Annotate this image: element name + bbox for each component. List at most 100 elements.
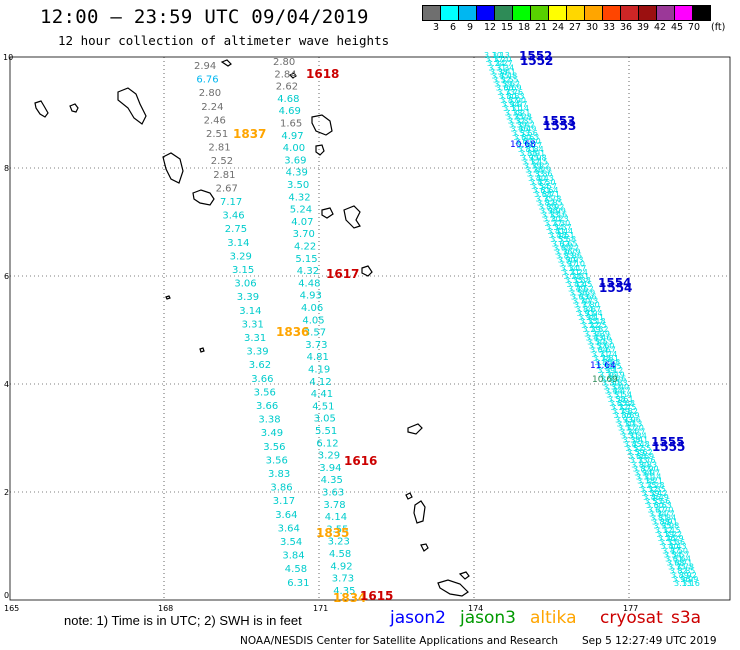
swh-dense-value: 3.76 <box>505 88 523 97</box>
orbit-label: 1835 <box>316 526 349 540</box>
swh-dense-value: 3.61 <box>616 395 634 404</box>
swh-dense-value: 3.15 <box>663 526 681 535</box>
swh-dense-value: 3.83 <box>639 460 657 469</box>
x-tick-label: 174 <box>468 604 483 613</box>
swh-value: 3.62 <box>249 360 271 371</box>
swh-value: 1.65 <box>280 119 302 130</box>
swh-dense-value: 3.69 <box>636 452 654 461</box>
island-outline <box>162 152 184 184</box>
swh-dense-value: 3.51 <box>606 391 624 400</box>
swh-dense-value: 3.83 <box>507 92 525 101</box>
swh-dense-value: 3.94 <box>502 100 520 109</box>
swh-dense-value: 3.33 <box>659 538 677 547</box>
swh-dense-value: 3.92 <box>546 202 564 211</box>
swh-dense-value: 3.20 <box>543 215 561 224</box>
swh-dense-value: 3.63 <box>521 133 539 142</box>
swh-dense-value: 3.18 <box>637 477 655 486</box>
swh-dense-value: 3.78 <box>544 194 562 203</box>
swh-dense-value: 3.41 <box>498 67 516 76</box>
swh-dense-value: 3.76 <box>638 456 656 465</box>
swh-dense-value: 3.30 <box>602 378 620 387</box>
swh-dense-value: 3.81 <box>601 354 619 363</box>
swh-value: 3.31 <box>244 333 266 344</box>
swh-dense-value: 3.38 <box>490 67 508 76</box>
swh-dense-value: 3.62 <box>635 448 653 457</box>
swh-dense-value: 3.99 <box>681 575 699 584</box>
swh-dense-value: 3.35 <box>565 276 583 285</box>
swh-value: 3.64 <box>275 510 297 521</box>
swh-value: 4.92 <box>330 561 352 572</box>
swh-dense-value: 3.75 <box>668 563 686 572</box>
page-subtitle: 12 hour collection of altimeter wave hei… <box>58 33 390 48</box>
swh-dense-value: 3.97 <box>642 468 660 477</box>
swh-dense-value: 3.47 <box>662 546 680 555</box>
swh-dense-value: 3.13 <box>674 579 692 588</box>
legend-label: 33 <box>603 22 616 33</box>
swh-value: 5.15 <box>295 254 317 265</box>
swh-dense-value: 3.26 <box>658 534 676 543</box>
wave-height-color-legend <box>422 5 711 21</box>
swh-dense-value: 3.10 <box>484 51 502 60</box>
orbit-label: 1553 <box>542 114 575 128</box>
legend-swatch <box>692 5 711 21</box>
swh-value: 3.56 <box>266 455 288 466</box>
island-outline <box>437 579 469 597</box>
swh-dense-value: 3.17 <box>485 55 503 64</box>
swh-dense-value: 3.32 <box>640 485 658 494</box>
swh-value: 3.38 <box>258 415 280 426</box>
swh-value: 3.57 <box>304 328 326 339</box>
swh-dense-value: 3.16 <box>599 370 617 379</box>
swh-value: 4.97 <box>281 131 303 142</box>
swh-dense-value: 3.88 <box>652 518 670 527</box>
swh-dense-value: 3.71 <box>675 559 693 568</box>
swh-dense-value: 3.67 <box>598 346 616 355</box>
swh-dense-value: 3.20 <box>493 55 511 64</box>
swh-dense-value: 3.92 <box>596 362 614 371</box>
swh-dense-value: 3.70 <box>655 505 673 514</box>
swh-dense-value: 3.17 <box>618 423 636 432</box>
swh-value: 3.49 <box>261 428 283 439</box>
swh-dense-value: 3.68 <box>534 190 552 199</box>
swh-value: 3.46 <box>222 211 244 222</box>
swh-dense-value: 3.67 <box>647 505 665 514</box>
swh-dense-value: 3.57 <box>589 342 607 351</box>
orbit-label: 1834 <box>333 591 366 605</box>
swh-dense-value: 3.31 <box>572 272 590 281</box>
swh-dense-value: 3.90 <box>508 96 526 105</box>
legend-label: 12 <box>484 22 497 33</box>
swh-dense-value: 3.13 <box>541 211 559 220</box>
swh-value: 3.64 <box>278 523 300 534</box>
swh-value: 2.62 <box>276 82 298 93</box>
swh-dense-value: 3.15 <box>530 157 548 166</box>
swh-value: 3.15 <box>232 265 254 276</box>
swh-dense-value: 3.14 <box>561 264 579 273</box>
swh-dense-value: 3.42 <box>650 489 668 498</box>
swh-dense-value: 3.96 <box>623 415 641 424</box>
swh-value: 4.32 <box>288 192 310 203</box>
swh-dense-value: 3.29 <box>583 325 601 334</box>
swh-dense-value: 3.17 <box>569 264 587 273</box>
swh-dense-value: 3.79 <box>612 407 630 416</box>
swh-dense-value: 3.41 <box>630 436 648 445</box>
swh-value: 3.70 <box>293 229 315 240</box>
swh-dense-value: 3.21 <box>513 108 531 117</box>
map-frame <box>9 56 731 601</box>
swh-dense-value: 3.18 <box>505 108 523 117</box>
swh-dense-value: 3.46 <box>511 125 529 134</box>
swh-dense-value: 3.49 <box>519 125 537 134</box>
island-outline <box>458 571 470 580</box>
island-outline <box>343 205 361 229</box>
swh-value: 6.12 <box>316 438 338 449</box>
wave-height-legend-labels: 3 6 9 12 15 18 21 24 27 30 33 36 39 42 45 70 (ft) <box>423 22 733 34</box>
swh-dense-value: 3.90 <box>558 256 576 265</box>
swh-dense-value: 3.85 <box>594 358 612 367</box>
swh-value: 3.54 <box>280 537 302 548</box>
swh-dense-value: 3.39 <box>642 489 660 498</box>
swh-dense-value: 3.52 <box>625 444 643 453</box>
x-tick-label: 171 <box>313 604 328 613</box>
y-tick-label: 6 <box>4 272 9 281</box>
swh-dense-value: 3.27 <box>495 59 513 68</box>
y-tick-label: 4 <box>4 380 9 389</box>
swh-dense-value: 3.57 <box>539 182 557 191</box>
